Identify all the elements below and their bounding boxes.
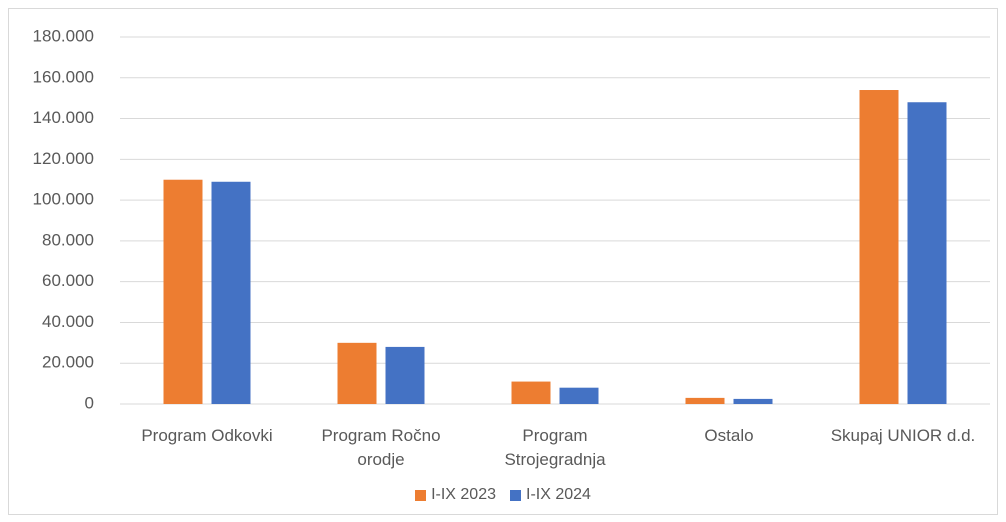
bar [337,342,377,404]
legend-item: I-IX 2024 [510,486,591,504]
y-tick-label: 180.000 [33,26,94,45]
legend-swatch [510,489,521,501]
y-tick-label: 40.000 [42,312,94,331]
legend-label: I-IX 2023 [431,486,496,503]
bar [511,381,551,404]
y-tick-label: 140.000 [33,108,94,127]
bar [907,102,947,404]
bar [733,398,773,404]
x-tick-label: Ostalo [704,426,754,445]
bar [859,90,899,404]
y-tick-label: 160.000 [33,67,94,86]
y-tick-label: 80.000 [42,230,94,249]
y-tick-label: 60.000 [42,271,94,290]
legend-label: I-IX 2024 [526,486,591,503]
y-tick-label: 100.000 [33,190,94,209]
x-tick-label: Skupaj UNIOR d.d. [830,426,976,445]
y-tick-label: 120.000 [33,149,94,168]
x-tick-label: Program Strojegradnja [504,426,606,469]
bar [385,346,425,404]
bar [559,387,599,404]
legend-item: I-IX 2023 [415,486,496,504]
legend-swatch [415,489,427,501]
x-tick-label: Program Odkovki [141,426,273,445]
y-tick-label: 20.000 [42,353,94,372]
bar [163,179,203,404]
legend: I-IX 2023 I-IX 2024 [0,486,1006,504]
y-tick-label: 0 [85,393,94,412]
bar [685,397,725,404]
bar [211,181,251,404]
x-tick-label: Program Ročno orodje [321,426,441,469]
